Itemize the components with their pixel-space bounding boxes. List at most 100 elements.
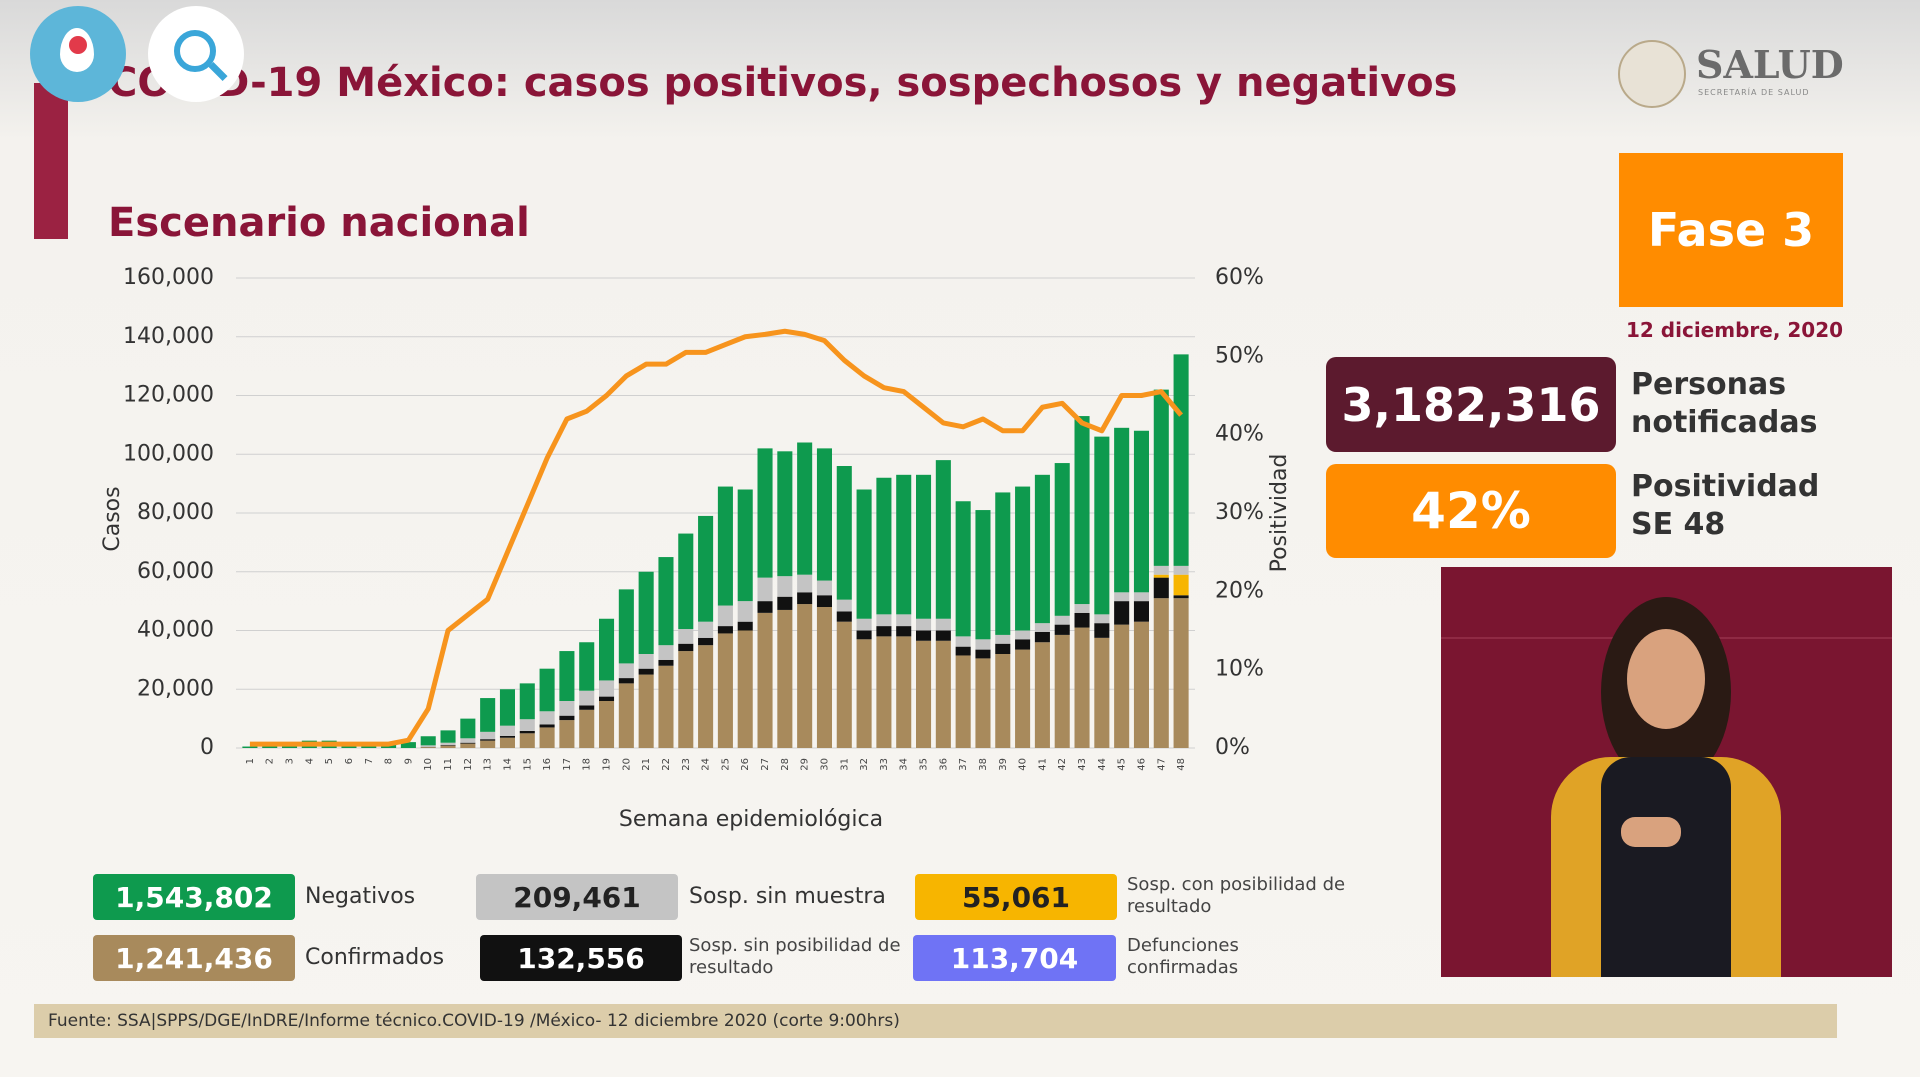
bar-segment — [440, 730, 456, 743]
bar-segment — [995, 654, 1011, 748]
chart-title: Escenario nacional — [108, 200, 530, 246]
legend-total: 55,061 — [915, 874, 1117, 920]
y-tick-label: 40,000 — [137, 618, 214, 643]
bar-segment — [519, 730, 535, 734]
bar-segment — [816, 595, 832, 607]
bar-segment — [935, 640, 951, 748]
bar-segment — [757, 601, 773, 613]
bar-segment — [678, 629, 694, 644]
search-icon[interactable] — [148, 6, 244, 102]
bar-segment — [599, 618, 615, 681]
x-tick-label: 22 — [661, 758, 672, 771]
bar-segment — [1133, 621, 1149, 748]
bar-segment — [856, 639, 872, 748]
bar-segment — [499, 737, 515, 748]
bar-segment — [816, 580, 832, 596]
bar-segment — [579, 642, 595, 691]
x-tick-label: 8 — [384, 758, 395, 764]
bar-segment — [975, 649, 991, 659]
x-tick-label: 9 — [403, 758, 414, 764]
bar-segment — [440, 742, 456, 746]
bar-segment — [460, 738, 476, 743]
bar-segment — [816, 448, 832, 581]
bar-segment — [876, 626, 892, 637]
bar-segment — [480, 740, 496, 748]
bar-segment — [1034, 474, 1050, 624]
x-tick-label: 48 — [1176, 758, 1187, 771]
bar-segment — [1094, 623, 1110, 638]
bar-segment — [1173, 595, 1189, 599]
bar-segment — [1153, 574, 1169, 578]
bar-segment — [242, 746, 258, 748]
legend-label: Confirmados — [305, 945, 445, 970]
logo-emblem — [1618, 40, 1686, 108]
bar-segment — [717, 605, 733, 627]
x-tick-label: 46 — [1136, 758, 1147, 771]
bar-segment — [579, 709, 595, 748]
y-tick-label: 60,000 — [137, 559, 214, 584]
bar-segment — [757, 577, 773, 602]
bar-segment — [935, 460, 951, 619]
legend-total: 1,241,436 — [93, 935, 295, 981]
y-axis-label: Casos — [100, 486, 125, 551]
positivity-value: 42% — [1326, 464, 1616, 558]
bar-segment — [698, 645, 714, 748]
bar-segment — [777, 576, 793, 597]
bar-segment — [717, 633, 733, 748]
x-tick-label: 27 — [760, 758, 771, 771]
periscope-icon[interactable] — [30, 6, 126, 102]
bar-segment — [599, 701, 615, 748]
bar-segment — [539, 727, 555, 748]
x-tick-label: 29 — [800, 758, 811, 771]
bar-segment — [777, 596, 793, 610]
x-tick-label: 28 — [780, 758, 791, 771]
bar-segment — [480, 698, 496, 732]
x-tick-label: 31 — [839, 758, 850, 771]
bar-segment — [896, 614, 912, 627]
y2-tick-label: 10% — [1215, 657, 1264, 682]
bar-segment — [519, 683, 535, 720]
bar-segment — [737, 621, 753, 631]
bar-segment — [916, 640, 932, 748]
bar-segment — [797, 604, 813, 748]
bar-segment — [896, 474, 912, 615]
x-tick-label: 42 — [1057, 758, 1068, 771]
bar-segment — [1153, 565, 1169, 575]
bar-segment — [836, 466, 852, 600]
y2-tick-label: 60% — [1215, 265, 1264, 290]
bar-segment — [440, 745, 456, 746]
bar-segment — [678, 533, 694, 630]
bar-segment — [1153, 577, 1169, 599]
x-tick-label: 44 — [1097, 758, 1108, 771]
x-tick-label: 34 — [899, 758, 910, 771]
bar-segment — [1114, 427, 1130, 593]
bar-segment — [757, 612, 773, 748]
bar-segment — [1094, 637, 1110, 748]
y2-tick-label: 0% — [1215, 735, 1250, 760]
bar-segment — [1133, 430, 1149, 593]
bar-segment — [638, 654, 654, 669]
bar-segment — [618, 589, 634, 664]
bar-segment — [737, 601, 753, 622]
bar-segment — [1054, 634, 1070, 748]
bar-segment — [480, 731, 496, 740]
deaths-total: 113,704 — [913, 935, 1116, 981]
bar-segment — [995, 634, 1011, 644]
x-tick-label: 37 — [958, 758, 969, 771]
bar-segment — [658, 645, 674, 660]
bar-segment — [499, 735, 515, 738]
x-tick-label: 30 — [819, 758, 830, 771]
bar-segment — [539, 711, 555, 725]
bar-segment — [935, 618, 951, 631]
bar-segment — [975, 639, 991, 650]
bar-segment — [1173, 598, 1189, 748]
bar-segment — [797, 442, 813, 575]
bar-segment — [1054, 615, 1070, 625]
bar-segment — [797, 592, 813, 605]
bar-segment — [1173, 565, 1189, 575]
bar-segment — [836, 621, 852, 748]
bar-segment — [559, 701, 575, 716]
interpreter-video — [1441, 567, 1892, 977]
bar-segment — [400, 742, 416, 748]
y-tick-label: 160,000 — [123, 265, 214, 290]
